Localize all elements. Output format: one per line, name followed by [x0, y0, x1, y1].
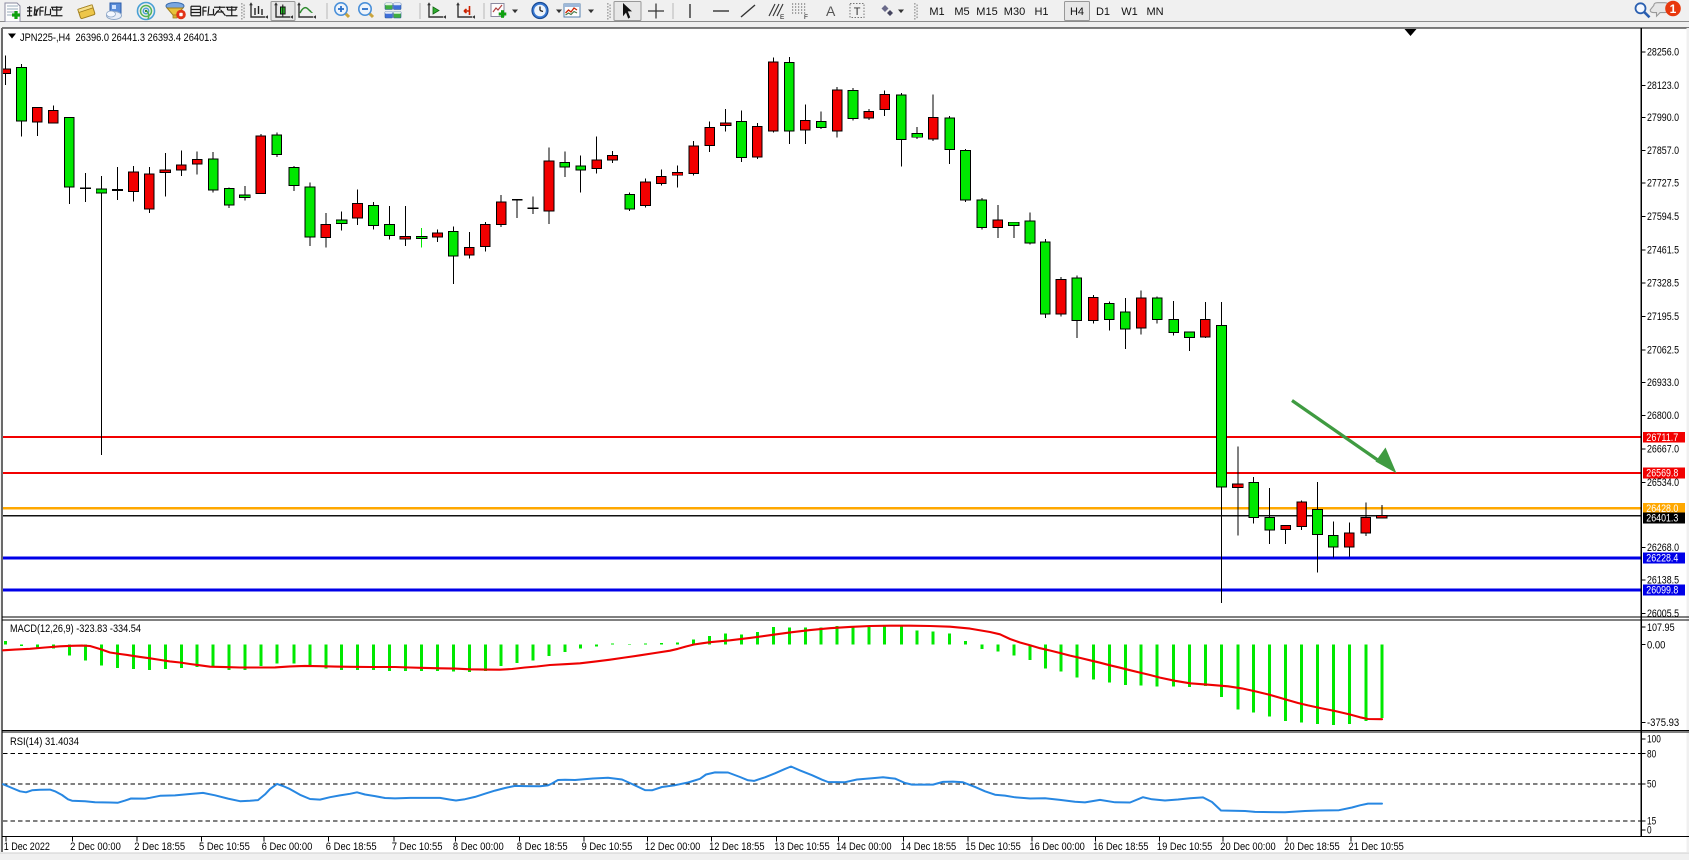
svg-text:0.00: 0.00: [1647, 639, 1665, 651]
svg-text:JPN225-,H4 26396.0 26441.3 26: JPN225-,H4 26396.0 26441.3 26393.4 26401…: [20, 32, 217, 44]
svg-text:H4: H4: [1070, 6, 1084, 18]
svg-text:D1: D1: [1096, 6, 1110, 18]
svg-text:H1: H1: [1034, 6, 1048, 18]
svg-text:26138.5: 26138.5: [1647, 575, 1679, 587]
svg-text:RSI(14) 31.4034: RSI(14) 31.4034: [10, 736, 79, 748]
svg-text:15 Dec 10:55: 15 Dec 10:55: [965, 841, 1020, 853]
svg-text:MACD(12,26,9) -323.83 -334.54: MACD(12,26,9) -323.83 -334.54: [10, 623, 141, 635]
svg-text:16 Dec 18:55: 16 Dec 18:55: [1093, 841, 1148, 853]
svg-text:E: E: [780, 14, 785, 21]
svg-text:20 Dec 00:00: 20 Dec 00:00: [1220, 841, 1275, 853]
svg-text:19 Dec 10:55: 19 Dec 10:55: [1157, 841, 1212, 853]
svg-text:107.95: 107.95: [1647, 622, 1675, 634]
svg-text:W1: W1: [1121, 6, 1138, 18]
svg-text:27857.0: 27857.0: [1647, 145, 1679, 157]
svg-text:27328.5: 27328.5: [1647, 278, 1679, 290]
svg-text:A: A: [826, 3, 836, 19]
svg-text:8 Dec 18:55: 8 Dec 18:55: [517, 841, 568, 853]
svg-text:26005.5: 26005.5: [1647, 608, 1679, 620]
svg-text:8 Dec 00:00: 8 Dec 00:00: [453, 841, 504, 853]
svg-text:26711.7: 26711.7: [1646, 432, 1678, 444]
svg-text:F: F: [804, 14, 808, 21]
svg-text:MN: MN: [1146, 6, 1163, 18]
svg-text:0: 0: [1647, 825, 1652, 837]
svg-text:15: 15: [1647, 816, 1656, 828]
svg-text:27195.5: 27195.5: [1647, 311, 1679, 323]
svg-text:26569.8: 26569.8: [1646, 468, 1678, 480]
svg-text:14 Dec 18:55: 14 Dec 18:55: [901, 841, 956, 853]
svg-text:50: 50: [1647, 779, 1656, 791]
svg-text:26933.0: 26933.0: [1647, 377, 1679, 389]
svg-text:M1: M1: [929, 6, 944, 18]
svg-text:1: 1: [1670, 2, 1677, 16]
svg-text:T: T: [854, 6, 861, 18]
svg-text:27594.5: 27594.5: [1647, 211, 1679, 223]
svg-text:12 Dec 18:55: 12 Dec 18:55: [709, 841, 764, 853]
svg-text:28256.0: 28256.0: [1647, 47, 1679, 59]
svg-text:26228.4: 26228.4: [1646, 553, 1678, 565]
svg-text:-375.93: -375.93: [1647, 717, 1679, 729]
svg-text:6 Dec 00:00: 6 Dec 00:00: [262, 841, 313, 853]
svg-text:21 Dec 10:55: 21 Dec 10:55: [1348, 841, 1403, 853]
svg-text:2 Dec 18:55: 2 Dec 18:55: [134, 841, 185, 853]
svg-text:26401.3: 26401.3: [1646, 513, 1678, 525]
svg-text:26534.0: 26534.0: [1647, 477, 1679, 489]
svg-text:27990.0: 27990.0: [1647, 112, 1679, 124]
svg-text:80: 80: [1647, 748, 1656, 760]
svg-text:2 Dec 00:00: 2 Dec 00:00: [70, 841, 121, 853]
svg-text:27727.5: 27727.5: [1647, 178, 1679, 190]
svg-text:6 Dec 18:55: 6 Dec 18:55: [326, 841, 377, 853]
svg-text:9 Dec 10:55: 9 Dec 10:55: [582, 841, 633, 853]
svg-text:20 Dec 18:55: 20 Dec 18:55: [1284, 841, 1339, 853]
svg-text:14 Dec 00:00: 14 Dec 00:00: [836, 841, 891, 853]
svg-text:13 Dec 10:55: 13 Dec 10:55: [774, 841, 829, 853]
svg-text:1 Dec 2022: 1 Dec 2022: [4, 841, 50, 853]
svg-text:12 Dec 00:00: 12 Dec 00:00: [645, 841, 700, 853]
svg-text:26268.0: 26268.0: [1647, 542, 1679, 554]
svg-text:27062.5: 27062.5: [1647, 345, 1679, 357]
svg-text:26667.0: 26667.0: [1647, 444, 1679, 456]
svg-text:26800.0: 26800.0: [1647, 410, 1679, 422]
svg-text:M5: M5: [954, 6, 969, 18]
svg-text:28123.0: 28123.0: [1647, 80, 1679, 92]
svg-text:M30: M30: [1004, 6, 1025, 18]
svg-text:5 Dec 10:55: 5 Dec 10:55: [199, 841, 250, 853]
svg-text:26428.0: 26428.0: [1646, 503, 1678, 515]
svg-text:100: 100: [1647, 734, 1661, 746]
svg-text:26099.8: 26099.8: [1646, 585, 1678, 597]
svg-text:M15: M15: [976, 6, 997, 18]
svg-text:27461.5: 27461.5: [1647, 245, 1679, 257]
svg-text:16 Dec 00:00: 16 Dec 00:00: [1029, 841, 1084, 853]
svg-text:7 Dec 10:55: 7 Dec 10:55: [392, 841, 443, 853]
